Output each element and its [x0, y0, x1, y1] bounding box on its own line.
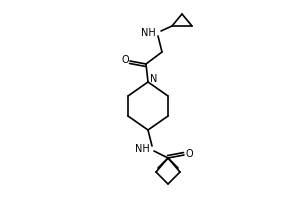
Text: N: N — [150, 74, 158, 84]
Text: NH: NH — [135, 144, 149, 154]
Text: NH: NH — [141, 28, 155, 38]
Text: O: O — [185, 149, 193, 159]
Text: O: O — [121, 55, 129, 65]
